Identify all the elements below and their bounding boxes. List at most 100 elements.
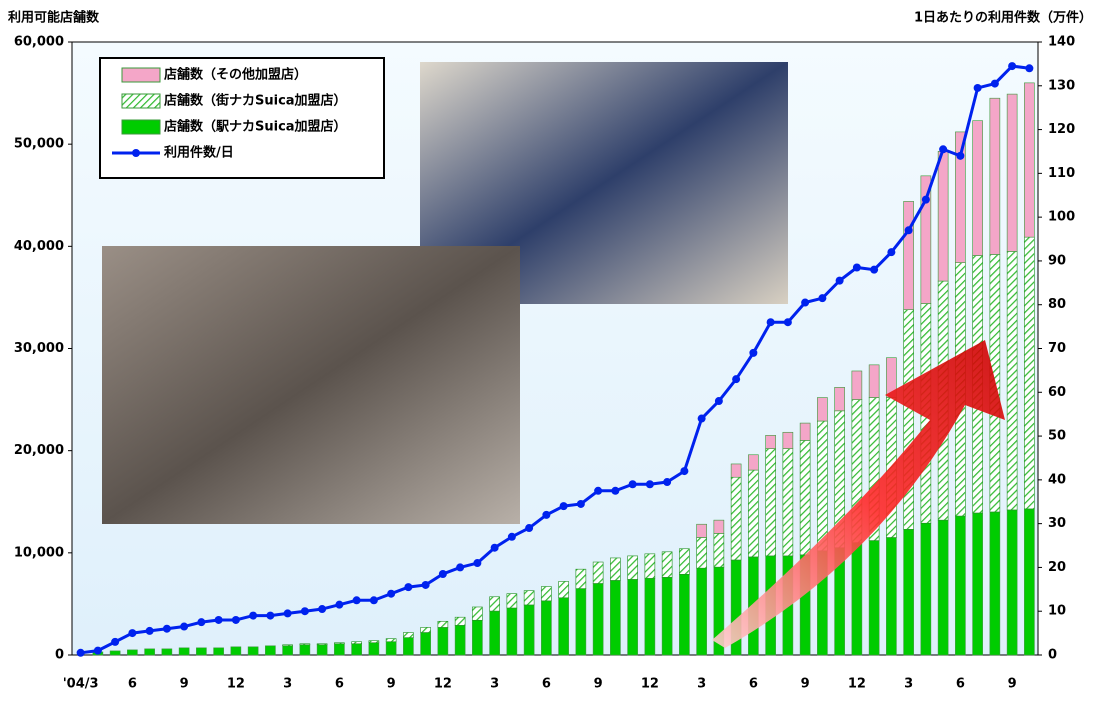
marker: [76, 648, 85, 657]
y-tick-label: 20,000: [14, 443, 64, 458]
bar: [730, 476, 742, 561]
x-tick-label: 12: [227, 677, 245, 692]
bar: [213, 647, 224, 656]
y-tick-label: 0: [55, 648, 64, 663]
marker: [300, 607, 309, 616]
bar: [868, 540, 880, 656]
y2-tick-label: 60: [1048, 385, 1066, 400]
bar: [489, 596, 500, 612]
x-tick-label: 6: [128, 677, 137, 692]
legend-label: 店舗数（その他加盟店）: [164, 67, 307, 83]
bar: [299, 643, 311, 646]
bar: [282, 645, 293, 656]
bar: [144, 648, 155, 656]
bar: [351, 643, 362, 656]
bar: [1024, 236, 1035, 510]
bar: [1006, 93, 1018, 252]
marker: [887, 248, 896, 257]
bar: [713, 519, 725, 534]
y2-tick-label: 70: [1048, 341, 1066, 356]
y2-tick-label: 10: [1048, 604, 1066, 619]
bar: [834, 387, 845, 412]
bar: [472, 606, 483, 621]
photo: [102, 246, 520, 524]
bar: [730, 463, 742, 478]
bar: [368, 642, 380, 656]
bar: [368, 640, 380, 644]
bar: [920, 522, 932, 656]
legend-swatch: [121, 67, 161, 83]
bar: [403, 637, 414, 656]
marker: [421, 580, 430, 589]
bar: [592, 561, 604, 584]
bar: [506, 607, 518, 656]
x-tick-label: 12: [434, 677, 452, 692]
marker: [93, 646, 102, 655]
bar: [403, 632, 414, 638]
marker: [249, 611, 258, 620]
y2-tick-label: 100: [1048, 210, 1075, 225]
marker: [231, 615, 240, 624]
marker: [525, 524, 534, 533]
x-tick-label: 9: [594, 677, 603, 692]
marker: [145, 626, 154, 635]
bar: [989, 511, 1001, 656]
marker: [576, 499, 585, 508]
y2-tick-label: 140: [1048, 35, 1075, 50]
marker: [663, 478, 672, 487]
bar: [972, 512, 983, 656]
bar: [799, 422, 811, 441]
bar: [385, 638, 397, 643]
bar: [799, 440, 811, 556]
marker: [783, 318, 792, 327]
marker: [180, 622, 189, 631]
x-tick-label: 9: [180, 677, 189, 692]
marker: [990, 79, 999, 88]
bar: [454, 616, 466, 626]
bar: [437, 627, 449, 656]
bar: [782, 448, 794, 557]
bar: [627, 555, 638, 580]
bar: [282, 644, 293, 647]
bar: [541, 600, 552, 656]
legend-label: 店舗数（街ナカSuica加盟店）: [164, 93, 347, 109]
marker: [404, 583, 413, 592]
bar: [178, 647, 190, 656]
bar: [868, 364, 880, 398]
marker: [714, 397, 723, 406]
y-tick-label: 10,000: [14, 545, 64, 560]
bar: [334, 642, 345, 645]
bar: [247, 646, 259, 656]
marker: [318, 605, 327, 614]
y-tick-label: 30,000: [14, 341, 64, 356]
bar: [489, 610, 500, 656]
y2-tick-label: 110: [1048, 166, 1075, 181]
bar: [575, 588, 587, 656]
y2-tick-label: 90: [1048, 253, 1066, 268]
bar: [610, 580, 621, 656]
marker: [956, 151, 965, 160]
y-axis-title: 利用可能店舗数: [8, 10, 100, 26]
marker: [266, 611, 275, 620]
bar: [1024, 508, 1035, 656]
marker: [128, 629, 137, 638]
bar: [316, 643, 328, 646]
bar: [472, 619, 483, 656]
y2-tick-label: 30: [1048, 516, 1066, 531]
marker: [611, 486, 620, 495]
x-tick-label: 3: [904, 677, 913, 692]
marker: [456, 563, 465, 572]
marker: [921, 195, 930, 204]
marker: [1008, 62, 1017, 71]
bar: [127, 649, 138, 656]
y2-tick-label: 0: [1048, 648, 1057, 663]
x-tick-label: 9: [801, 677, 810, 692]
bar: [955, 131, 966, 263]
bar: [748, 454, 759, 471]
bar: [351, 641, 362, 645]
marker: [507, 532, 516, 541]
bar: [316, 644, 328, 656]
marker: [904, 226, 913, 235]
marker: [870, 265, 879, 274]
